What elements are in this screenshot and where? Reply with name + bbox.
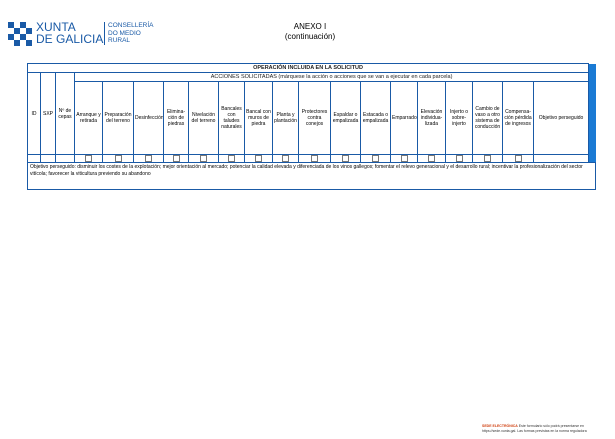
annex-title: ANEXO I	[293, 22, 327, 31]
empty-cell	[27, 154, 41, 163]
column-header: Desinfección	[133, 81, 164, 155]
checkbox-cell	[74, 154, 103, 163]
checkbox[interactable]	[228, 155, 235, 162]
footer-text: Este formulario sólo podrá presentarse e…	[482, 424, 587, 433]
side-bar	[588, 63, 596, 163]
column-header: Elevación individua-lizada	[417, 81, 446, 155]
checkbox[interactable]	[400, 155, 408, 162]
checkbox-cell	[472, 154, 503, 163]
logo-line: XUNTA	[36, 20, 76, 34]
logo-mark	[8, 22, 32, 46]
department-line: CONSELLERÍA	[108, 22, 154, 29]
department: CONSELLERÍA DO MEDIO RURAL	[104, 22, 154, 45]
checkbox[interactable]	[114, 155, 122, 162]
checkbox-cell	[133, 154, 164, 163]
column-header: Protectores contra conejos	[298, 81, 331, 155]
empty-cell	[40, 154, 56, 163]
note-row: Objetivo perseguido: disminuir los coste…	[26, 162, 597, 190]
checkbox-cell	[244, 154, 273, 163]
actions-title: ACCIONES SOLICITADAS (márquese la acción…	[73, 72, 590, 82]
empty-cell	[55, 154, 75, 163]
column-header: Nº de cepas	[55, 72, 75, 155]
checkbox[interactable]	[342, 155, 349, 162]
checkbox-cell	[218, 154, 245, 163]
entry-row	[27, 154, 596, 163]
checkbox-cell	[445, 154, 473, 163]
column-header: Estacada o empalizada	[360, 81, 391, 155]
checkbox[interactable]	[255, 155, 262, 162]
checkbox[interactable]	[145, 155, 152, 162]
department-line: DO MEDIO	[108, 29, 141, 37]
footer: SEDE ELECTRÓNICA Este formulario sólo po…	[482, 424, 607, 433]
checkbox-cell	[330, 154, 361, 163]
column-header: Elimina-ción de piedras	[163, 81, 189, 155]
table-title: OPERACIÓN INCLUIDA EN LA SOLICITUD	[26, 63, 590, 73]
checkbox-cell	[502, 154, 534, 163]
heading: ANEXO I (continuación)	[260, 22, 360, 42]
checkbox-cell	[272, 154, 299, 163]
column-header: Injerto o sobre-injerto	[445, 81, 473, 155]
checkbox[interactable]	[372, 155, 379, 162]
checkbox-cell	[102, 154, 134, 163]
checkbox[interactable]	[200, 155, 207, 162]
column-header: Planta y plantación	[272, 81, 299, 155]
checkbox[interactable]	[172, 155, 180, 162]
checkbox-cell	[298, 154, 331, 163]
column-header: Preparación del terreno	[102, 81, 134, 155]
column-header: Cambio de vaso a otro sistema de conducc…	[472, 81, 503, 155]
column-header: Emparrado	[390, 81, 418, 155]
checkbox[interactable]	[428, 155, 435, 162]
note: Objetivo perseguido: disminuir los coste…	[26, 162, 597, 190]
checkbox[interactable]	[311, 155, 318, 162]
logo-line: DE GALICIA	[36, 32, 104, 46]
column-header: SXP	[40, 72, 56, 155]
column-header: Bancal con muros de piedra	[244, 81, 273, 155]
checkbox-cell	[188, 154, 219, 163]
operation-table: OPERACIÓN INCLUIDA EN LA SOLICITUD ID SXP N…	[26, 63, 597, 190]
title-row: OPERACIÓN INCLUIDA EN LA SOLICITUD	[26, 63, 596, 163]
checkbox[interactable]	[85, 155, 92, 162]
checkbox-cell	[417, 154, 446, 163]
actions-title-row: ID SXP Nº de cepas ACCIONES SOLICITADAS (má…	[27, 72, 596, 155]
column-header: Objetivo perseguido	[532, 81, 590, 155]
column-header: ID	[27, 72, 41, 155]
column-header: Bancales con taludes naturales	[218, 81, 245, 155]
column-header: Arranque y retirada	[74, 81, 103, 155]
checkbox-cell	[390, 154, 418, 163]
checkbox[interactable]	[484, 155, 491, 162]
checkbox[interactable]	[455, 155, 463, 162]
checkbox[interactable]	[514, 155, 522, 162]
column-header-row: Arranque y retirada Preparación del terre…	[28, 81, 596, 155]
footer-badge: SEDE ELECTRÓNICA	[482, 424, 518, 428]
checkbox-cell	[360, 154, 391, 163]
column-header: Nivelación del terreno	[188, 81, 219, 155]
checkbox[interactable]	[282, 155, 289, 162]
column-header: Espaldar o empalizada	[330, 81, 361, 155]
logo-text: XUNTA DE GALICIA	[36, 21, 103, 45]
department-line: RURAL	[108, 37, 131, 44]
empty-cell	[532, 154, 590, 163]
checkbox-cell	[163, 154, 189, 163]
column-header: Compensa-ción pérdida de ingresos	[502, 81, 534, 155]
annex-subtitle: (continuación)	[284, 32, 336, 41]
